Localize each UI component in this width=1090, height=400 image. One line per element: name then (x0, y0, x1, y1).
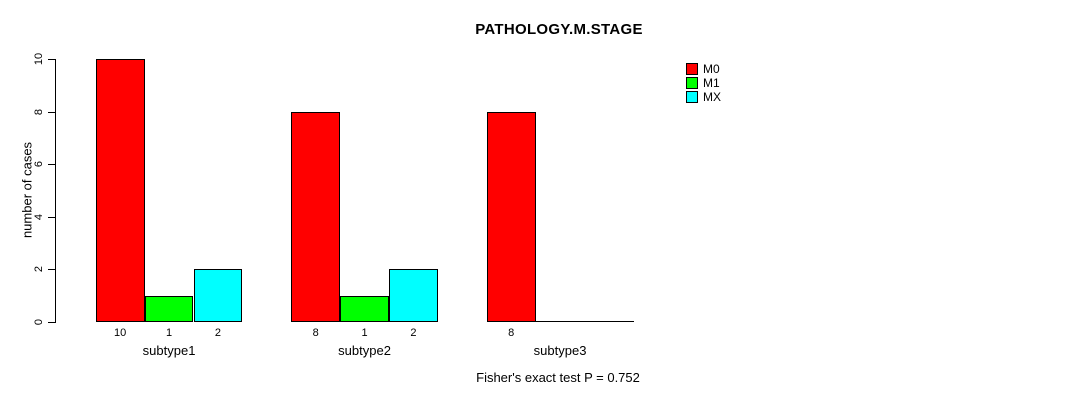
bar-value-label: 8 (508, 327, 515, 339)
y-tick-mark (48, 322, 55, 323)
bar-value-label: 1 (165, 327, 173, 339)
legend-swatch-m0 (686, 63, 698, 75)
bar-value-label: 8 (312, 327, 319, 339)
y-tick-label: 2 (33, 266, 45, 273)
x-category-label-subtype2: subtype2 (338, 343, 391, 358)
legend-label-m1: M1 (703, 76, 720, 90)
legend-swatch-m1 (686, 77, 698, 89)
y-tick-label: 4 (33, 213, 45, 220)
y-tick-mark (48, 164, 55, 166)
y-tick-label: 6 (33, 161, 45, 168)
bar-m0-subtype1 (95, 59, 145, 322)
y-tick-mark (48, 216, 55, 218)
bar-m1-subtype2 (340, 295, 389, 322)
legend-label-m0: M0 (703, 62, 720, 76)
legend-swatch-mx (686, 91, 698, 103)
legend-label-mx: MX (703, 90, 721, 104)
zero-bar-m1-subtype3 (535, 321, 586, 322)
bar-value-label: 1 (361, 327, 368, 339)
y-axis-title: number of cases (19, 141, 35, 239)
bar-mx-subtype2 (389, 269, 438, 322)
chart-title: PATHOLOGY.M.STAGE (475, 21, 643, 38)
bar-value-label: 10 (114, 327, 127, 339)
y-axis-line (55, 59, 56, 323)
y-tick-mark (48, 59, 55, 60)
bar-m0-subtype2 (291, 111, 341, 322)
x-category-label-subtype1: subtype1 (142, 343, 196, 358)
bar-m0-subtype3 (486, 111, 536, 322)
zero-bar-mx-subtype3 (584, 321, 635, 322)
x-category-label-subtype3: subtype3 (533, 343, 587, 358)
y-tick-label: 10 (33, 52, 45, 66)
bar-m1-subtype1 (144, 295, 194, 322)
bar-value-label: 2 (214, 327, 221, 339)
y-tick-label: 8 (33, 108, 45, 115)
bar-value-label: 2 (410, 327, 417, 339)
y-tick-mark (48, 269, 55, 271)
stat-annotation: Fisher's exact test P = 0.752 (476, 370, 640, 385)
y-tick-label: 0 (33, 318, 45, 326)
y-tick-mark (48, 111, 55, 113)
bar-mx-subtype1 (193, 269, 243, 322)
